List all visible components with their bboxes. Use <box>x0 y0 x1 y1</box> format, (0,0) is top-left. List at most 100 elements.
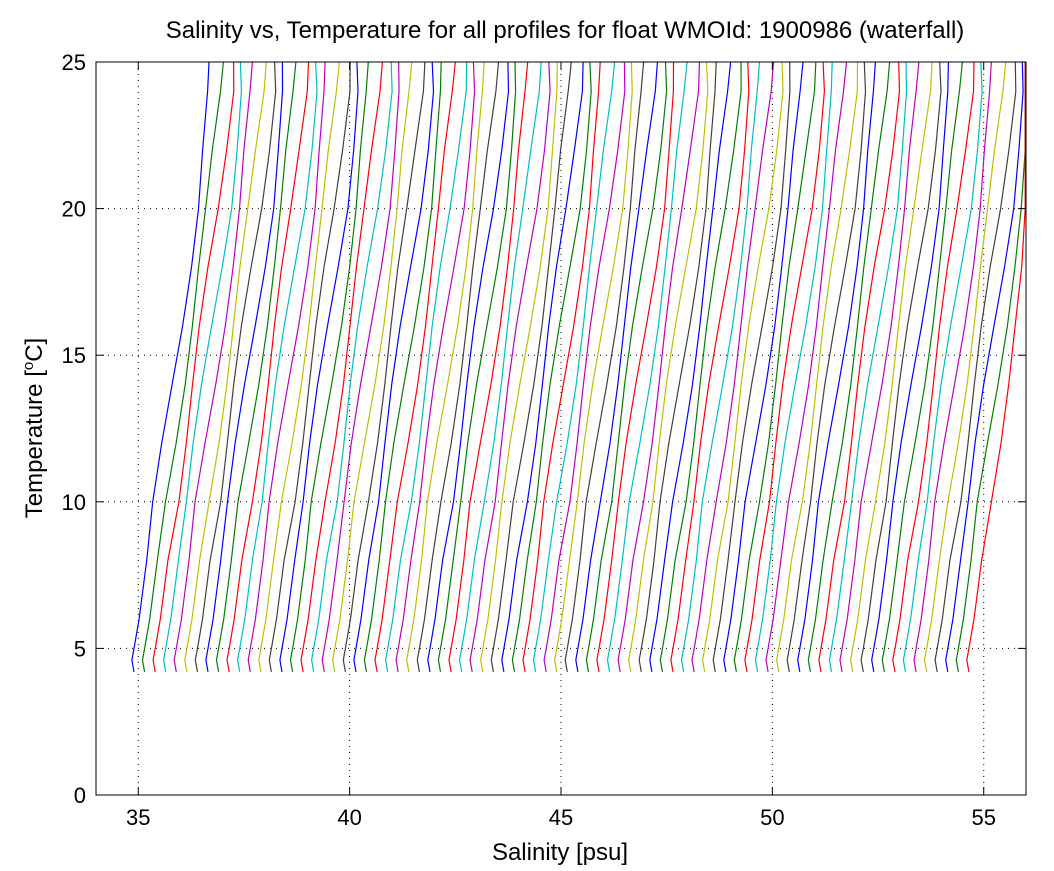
y-tick-label: 15 <box>62 343 86 368</box>
profile-line <box>786 61 867 673</box>
profile-line <box>395 61 476 673</box>
profile-line <box>437 61 517 673</box>
profile-line <box>564 61 645 673</box>
profile-line <box>532 61 616 673</box>
y-tick-label: 10 <box>62 490 86 515</box>
x-tick-label: 40 <box>337 805 361 830</box>
profile-line <box>913 61 992 673</box>
profile-line <box>934 61 1017 673</box>
profile-line <box>173 61 253 673</box>
x-tick-label: 45 <box>549 805 573 830</box>
y-tick-label: 25 <box>62 50 86 75</box>
profile-line <box>385 61 468 673</box>
profile-line <box>141 61 224 673</box>
profile-line <box>247 61 326 673</box>
profile-line <box>289 61 369 673</box>
profile-line <box>691 61 775 673</box>
profile-line <box>617 61 701 673</box>
profile-line <box>205 61 284 673</box>
profile-line <box>649 61 732 673</box>
profile-line <box>363 61 442 673</box>
profile-line <box>490 61 572 673</box>
profile-line <box>469 61 551 673</box>
profile-line <box>427 61 510 673</box>
profile-line <box>807 61 891 673</box>
x-axis: 35 40 45 50 55 <box>126 62 996 830</box>
profile-line <box>860 61 942 673</box>
profile-line <box>152 61 235 673</box>
profile-line <box>723 61 804 673</box>
profile-line <box>458 61 542 673</box>
profile-line <box>321 61 400 673</box>
profile-line <box>342 61 426 673</box>
profile-line <box>311 61 393 673</box>
profile-line <box>194 61 277 673</box>
profile-line <box>955 62 1026 673</box>
profile-line <box>575 61 658 673</box>
profile-line <box>268 61 351 673</box>
y-axis: 0 5 10 15 20 25 <box>62 50 1026 808</box>
x-tick-label: 50 <box>760 805 784 830</box>
profile-line <box>353 61 435 673</box>
profile-line <box>184 61 267 673</box>
profile-line <box>839 61 920 673</box>
y-tick-label: 5 <box>74 636 86 661</box>
profile-line <box>554 61 633 673</box>
profile-line <box>606 61 688 673</box>
y-tick-label: 20 <box>62 197 86 222</box>
profile-line <box>585 61 668 673</box>
profile-line <box>543 61 626 673</box>
profile-line <box>902 61 983 673</box>
profile-line <box>237 61 318 673</box>
profile-line <box>765 61 848 673</box>
profile-line <box>131 61 210 673</box>
profile-line <box>332 61 413 673</box>
y-axis-label-unit: C] <box>21 338 48 362</box>
y-axis-label-main: Temperature [ <box>21 370 48 518</box>
profile-line <box>828 61 908 673</box>
profile-line <box>448 61 529 673</box>
x-axis-label: Salinity [psu] <box>492 839 628 866</box>
profile-line <box>279 61 359 673</box>
profile-line <box>966 62 1026 673</box>
profile-line <box>659 61 742 673</box>
profile-line <box>596 61 675 673</box>
profile-line <box>480 61 558 673</box>
profile-line <box>892 61 975 673</box>
profile-line <box>522 61 601 673</box>
profile-line <box>923 61 1007 673</box>
profile-line <box>744 61 825 673</box>
y-tick-label: 0 <box>74 783 86 808</box>
profile-line <box>628 61 709 673</box>
profile-line <box>226 61 310 673</box>
profile-line <box>406 61 485 673</box>
profile-line <box>871 61 949 673</box>
profile-line <box>818 61 901 673</box>
x-tick-label: 55 <box>971 805 995 830</box>
profile-line <box>638 61 717 673</box>
profile-line <box>163 61 242 673</box>
profile-line <box>702 61 784 673</box>
profile-line <box>754 61 833 673</box>
profile-line <box>374 61 456 673</box>
chart-title: Salinity vs, Temperature for all profile… <box>166 17 965 44</box>
profile-line <box>501 61 584 673</box>
profile-series <box>131 61 1026 673</box>
profile-line <box>511 61 592 673</box>
profile-line <box>850 61 933 673</box>
y-axis-label-superscript: o <box>20 362 37 370</box>
x-tick-label: 35 <box>126 805 150 830</box>
profile-line <box>733 61 817 673</box>
profile-line <box>712 61 791 673</box>
y-axis-label: Temperature [oC] <box>20 338 48 518</box>
profile-line <box>776 61 859 673</box>
profile-line <box>258 61 340 673</box>
profile-line <box>416 61 500 673</box>
profile-line <box>680 61 761 673</box>
profile-line <box>215 61 297 673</box>
profile-line <box>670 61 750 673</box>
profile-line <box>945 61 1024 673</box>
profile-line <box>300 61 383 673</box>
profile-line <box>797 61 876 673</box>
